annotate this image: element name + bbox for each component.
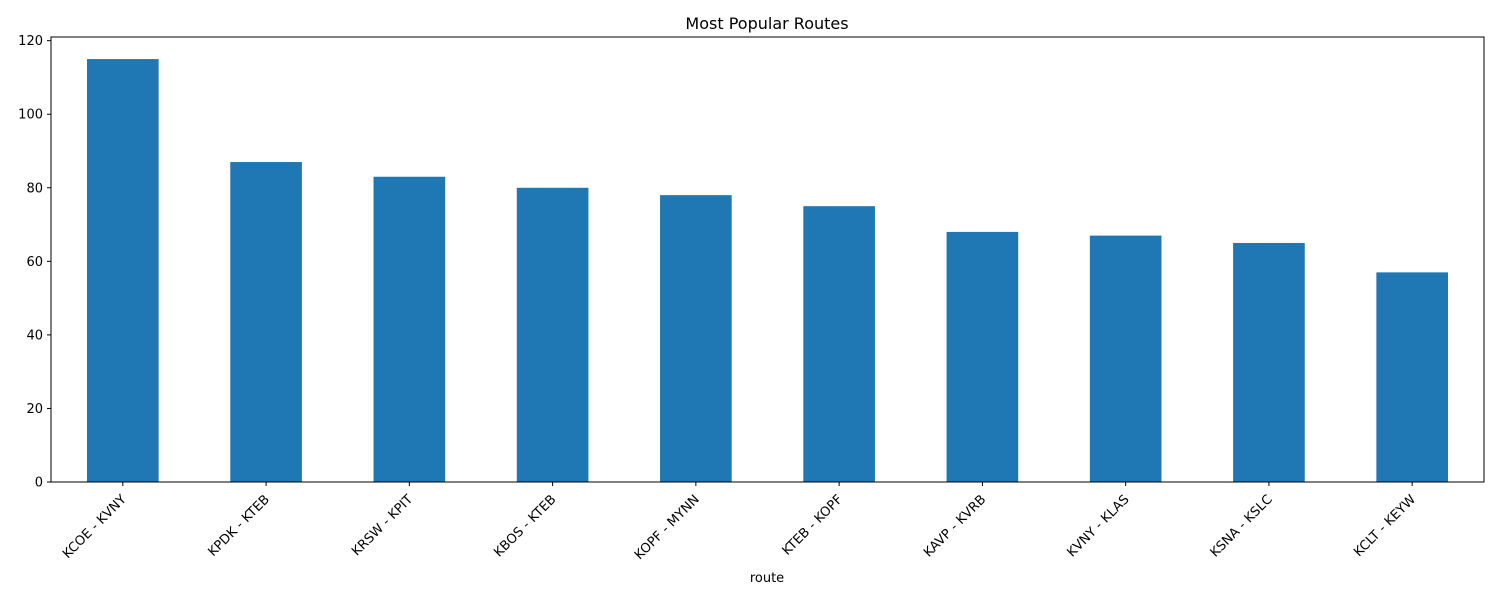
x-tick-label: KTEB - KOPF	[780, 492, 846, 558]
y-tick-label: 100	[18, 108, 43, 123]
y-tick-label: 80	[26, 181, 43, 196]
y-tick-label: 120	[18, 34, 43, 49]
plot-frame	[50, 36, 1485, 483]
y-tick-label: 60	[26, 255, 43, 270]
bar	[230, 162, 302, 482]
x-tick-label: KCOE - KVNY	[60, 492, 130, 562]
y-axis: 0 20 40 60 80 100 120	[18, 34, 51, 491]
x-tick-label: KAVP - KVRB	[921, 492, 989, 560]
bar	[516, 187, 589, 482]
bars-group	[87, 59, 1448, 483]
bar	[803, 206, 875, 482]
y-tick-label: 0	[35, 476, 43, 491]
x-tick-label: KPDK - KTEB	[205, 492, 272, 559]
bar	[660, 195, 732, 482]
bar	[946, 231, 1019, 482]
x-tick-label: KSNA - KSLC	[1208, 492, 1276, 560]
bar	[1089, 235, 1162, 482]
x-tick-label: KVNY - KLAS	[1064, 492, 1132, 560]
bar	[1376, 272, 1448, 482]
y-tick-label: 20	[26, 402, 43, 417]
x-tick-label: KOPF - MYNN	[632, 492, 703, 563]
y-tick-label: 40	[26, 328, 43, 343]
bar	[87, 59, 159, 483]
bar	[1233, 242, 1305, 482]
chart-title: Most Popular Routes	[685, 14, 848, 33]
x-axis: KCOE - KVNY KPDK - KTEB KRSW - KPIT KBOS - …	[60, 482, 1419, 563]
bar	[373, 176, 446, 482]
x-axis-label: route	[750, 571, 784, 586]
x-tick-label: KCLT - KEYW	[1351, 492, 1419, 560]
x-tick-label: KBOS - KTEB	[491, 492, 559, 560]
x-tick-label: KRSW - KPIT	[349, 492, 416, 559]
